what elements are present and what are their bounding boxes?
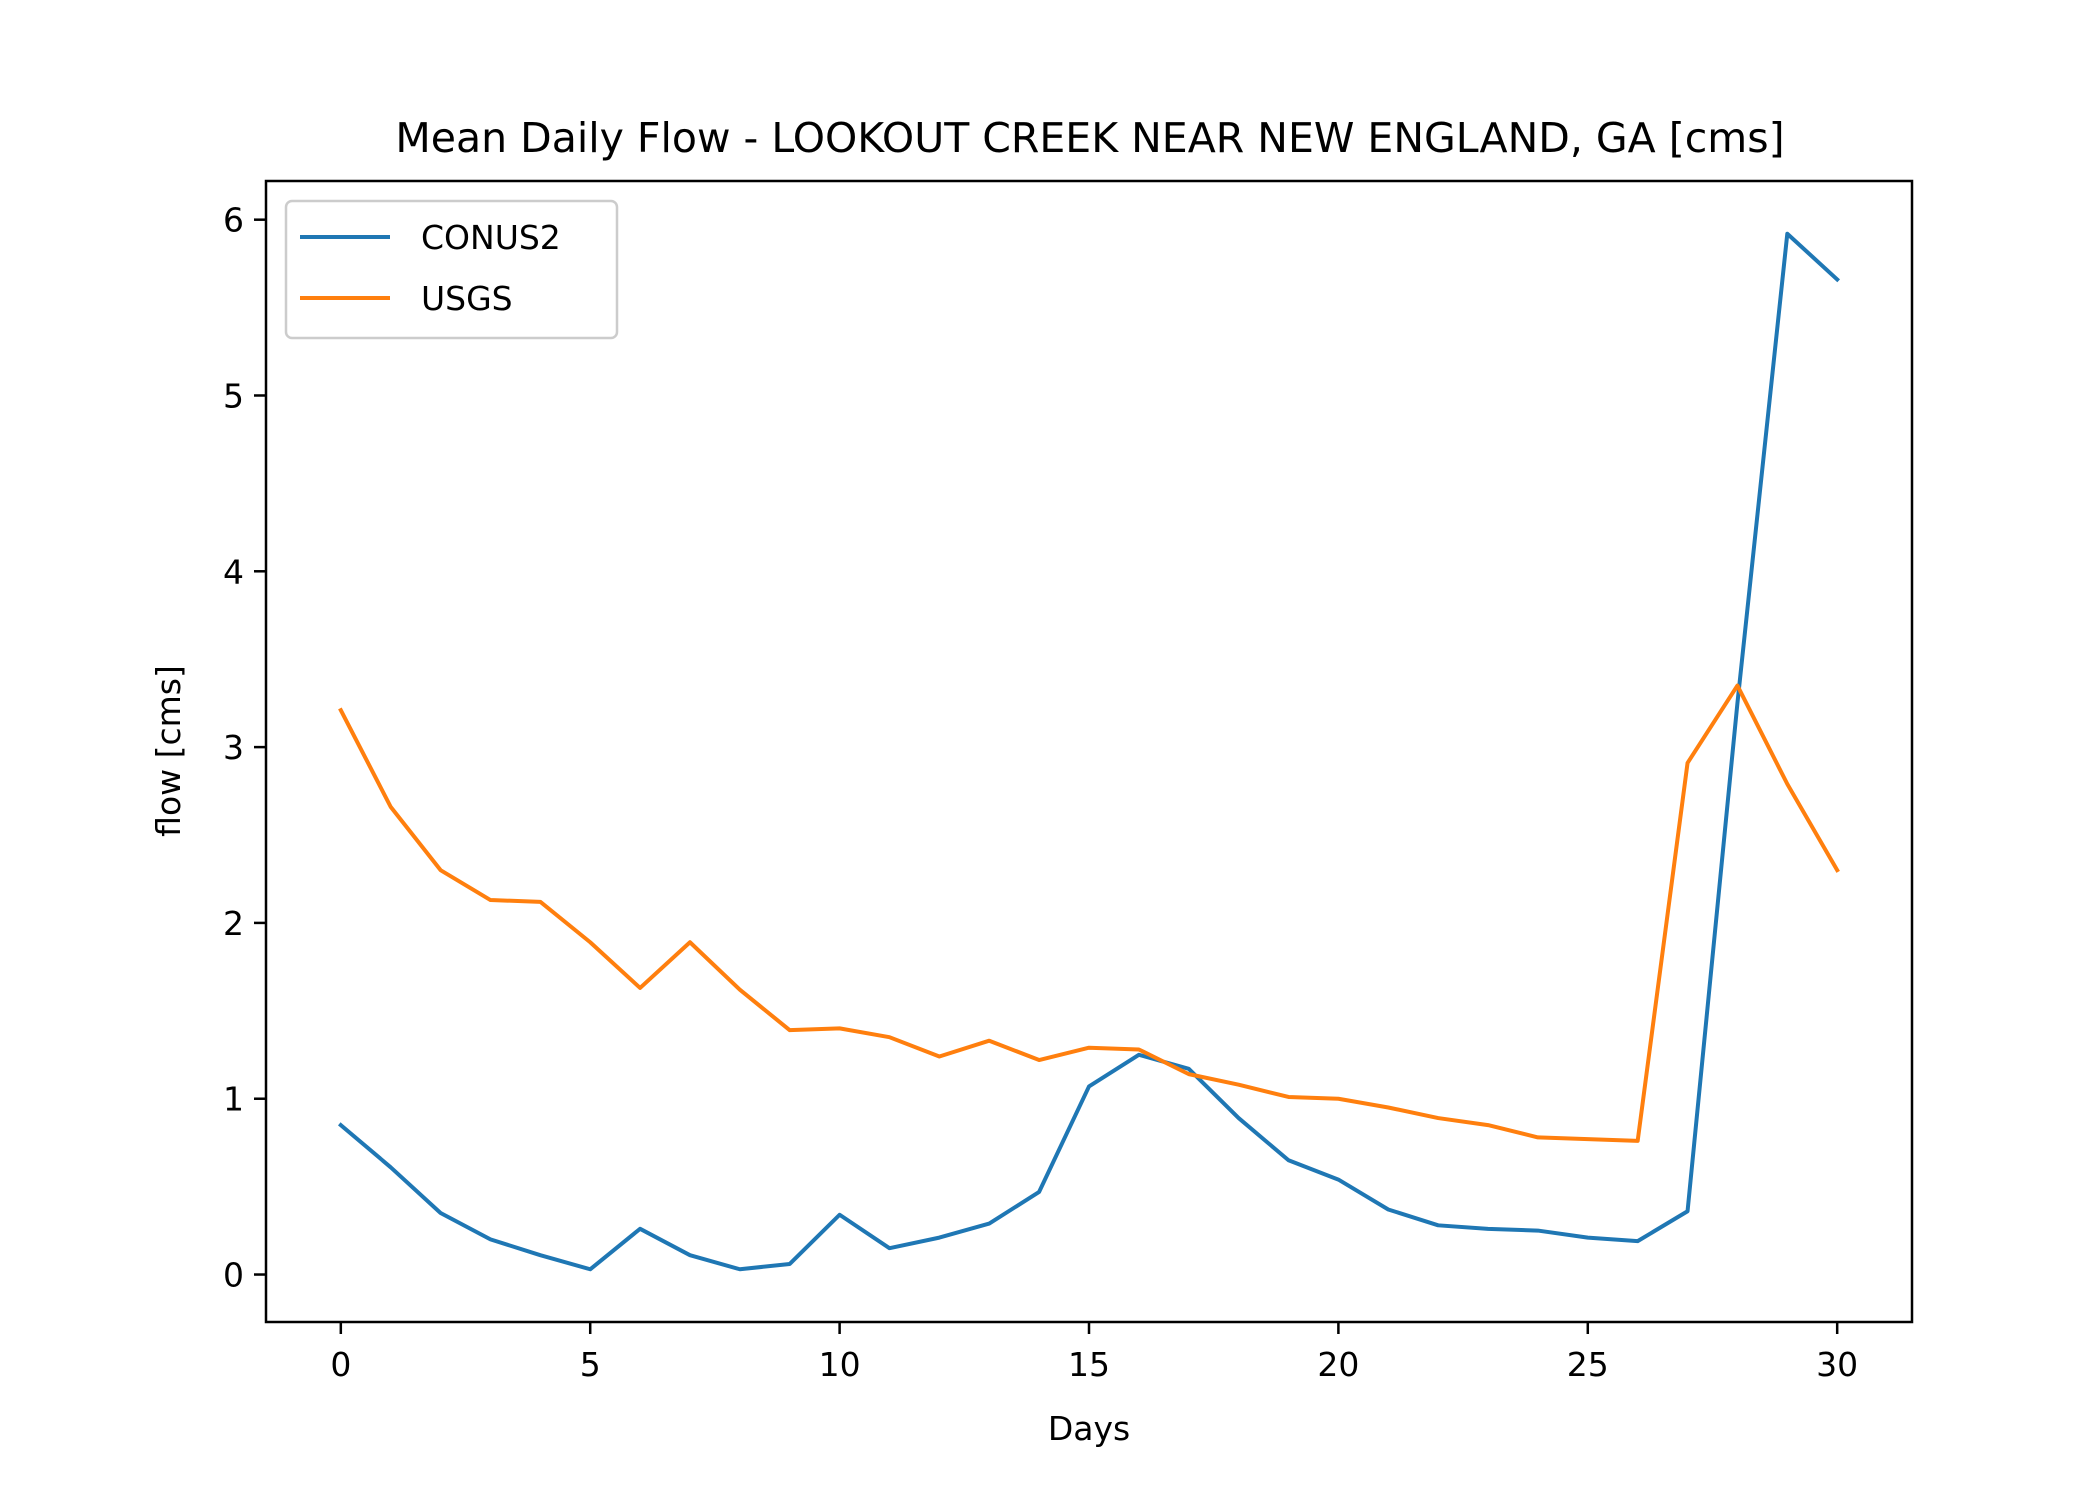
legend-label-usgs: USGS [421, 279, 513, 318]
y-tick-label: 2 [223, 904, 244, 943]
x-tick-label: 10 [819, 1345, 861, 1384]
y-tick-label: 6 [223, 201, 244, 240]
y-tick-label: 1 [223, 1080, 244, 1119]
x-tick-label: 30 [1816, 1345, 1858, 1384]
y-tick-label: 5 [223, 376, 244, 415]
x-tick-label: 15 [1068, 1345, 1110, 1384]
series-line-conus2 [338, 231, 1841, 1272]
series-line-usgs [338, 683, 1840, 1143]
y-axis-ticks: 0 1 2 3 4 5 6 [223, 201, 266, 1295]
legend: CONUS2 USGS [284, 199, 619, 340]
y-axis-label: flow [cms] [149, 665, 188, 837]
y-tick-label: 0 [223, 1256, 244, 1295]
x-axis-label: Days [1048, 1409, 1130, 1448]
legend-label-conus2: CONUS2 [421, 218, 561, 257]
plot-frame [264, 179, 1914, 1324]
y-tick-label: 3 [223, 728, 244, 767]
y-tick-label: 4 [223, 552, 244, 591]
chart-title: Mean Daily Flow - LOOKOUT CREEK NEAR NEW… [395, 114, 1784, 162]
x-tick-label: 20 [1317, 1345, 1359, 1384]
x-tick-label: 5 [580, 1345, 601, 1384]
x-tick-label: 25 [1567, 1345, 1609, 1384]
x-axis-ticks: 0 5 10 15 20 25 30 [330, 1322, 1858, 1384]
series-layer [338, 231, 1841, 1272]
x-tick-label: 0 [330, 1345, 351, 1384]
